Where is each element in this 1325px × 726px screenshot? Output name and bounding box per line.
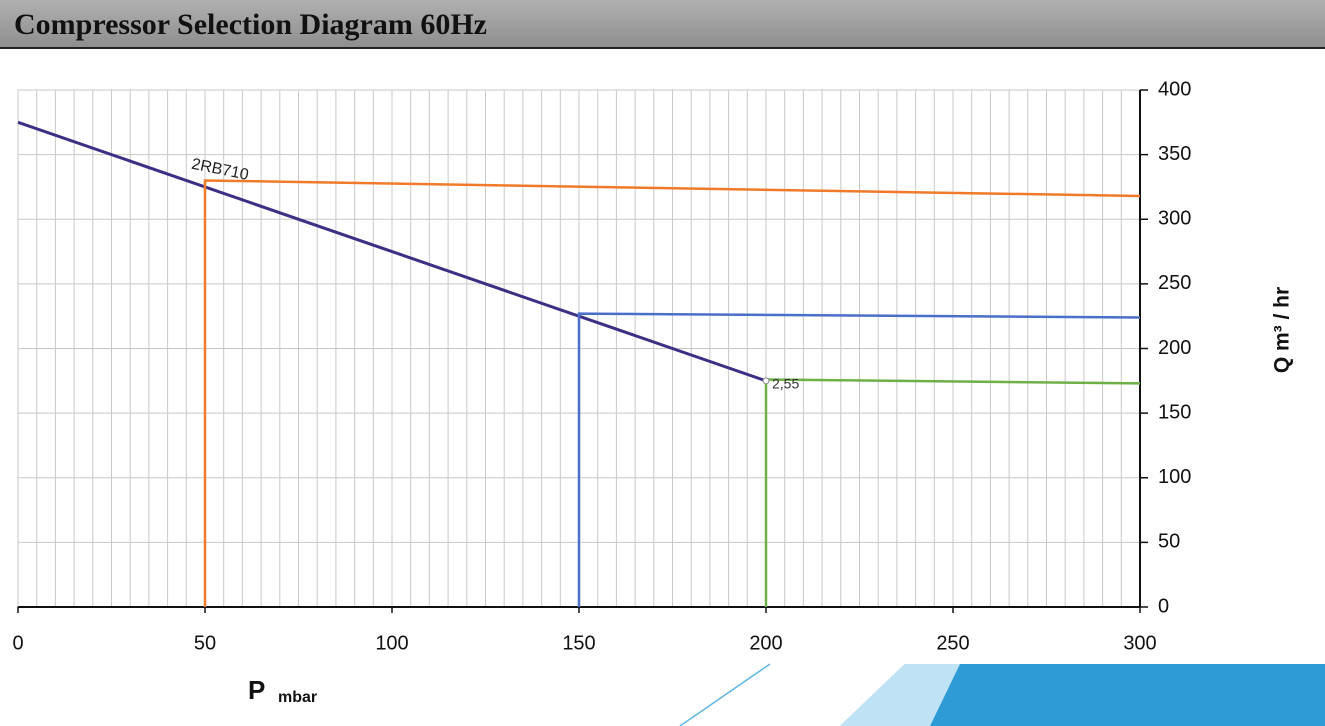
y-tick-label: 250 — [1158, 272, 1191, 294]
series-line — [577, 312, 1141, 607]
annotation: 2,55 — [772, 376, 799, 392]
series-line — [203, 179, 1141, 607]
y-tick-label: 350 — [1158, 143, 1191, 165]
x-axis-label: P — [248, 675, 265, 705]
y-axis-label: Q m³ / hr — [1271, 287, 1294, 373]
y-tick-label: 300 — [1158, 208, 1191, 230]
y-tick-label: 400 — [1158, 78, 1191, 100]
x-tick-label: 0 — [12, 632, 23, 654]
chart-title: Compressor Selection Diagram 60Hz — [14, 8, 487, 41]
x-tick-label: 250 — [936, 632, 969, 654]
x-tick-label: 200 — [749, 632, 782, 654]
y-tick-label: 100 — [1158, 466, 1191, 488]
title-bar — [0, 0, 1325, 48]
plot: 0 50 100 150 200 250 300 350 400 0 50 100 150 200 250 3… — [12, 78, 1191, 654]
decoration — [840, 664, 960, 726]
x-tick-label: 50 — [194, 632, 216, 654]
x-axis-unit: mbar — [278, 689, 317, 706]
y-tick-label: 50 — [1158, 531, 1180, 553]
y-tick-label: 200 — [1158, 337, 1191, 359]
x-tick-label: 150 — [562, 632, 595, 654]
y-tick-label: 0 — [1158, 595, 1169, 617]
decoration — [840, 664, 1325, 726]
y-tick-label: 150 — [1158, 401, 1191, 423]
series-line — [17, 120, 767, 383]
x-tick-label: 300 — [1123, 632, 1156, 654]
decoration — [679, 663, 771, 726]
annotation-point — [762, 377, 770, 385]
x-tick-label: 100 — [375, 632, 408, 654]
